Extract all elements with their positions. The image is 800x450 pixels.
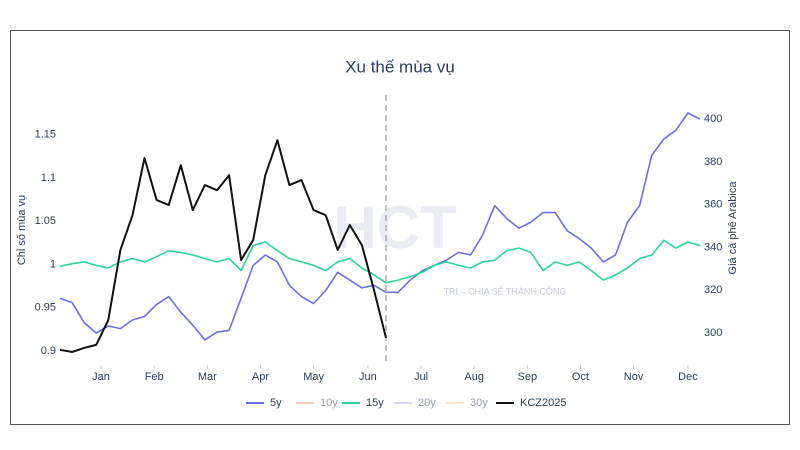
- legend-label: 10y: [320, 397, 338, 409]
- legend-label: 30y: [470, 397, 488, 409]
- y2-tick-label: 340: [704, 241, 722, 253]
- x-tick-label: Jun: [359, 371, 377, 383]
- series-line: [59, 112, 701, 341]
- legend-label: 15y: [366, 397, 384, 409]
- legend-label: 20y: [418, 397, 436, 409]
- y2-axis-label: Giá cà phê Arabica: [727, 181, 739, 275]
- chart-title: Xu thế mùa vụ: [345, 57, 455, 76]
- y-tick-label: 0.95: [35, 302, 56, 314]
- y2-tick-label: 380: [704, 156, 722, 168]
- x-tick-label: May: [303, 371, 324, 383]
- series-line: [59, 239, 701, 284]
- x-tick-label: Feb: [145, 371, 164, 383]
- x-tick-label: Dec: [678, 371, 698, 383]
- y2-tick-label: 360: [704, 199, 722, 211]
- x-tick-label: Jan: [92, 371, 110, 383]
- series-line: [59, 139, 387, 353]
- x-tick-label: Apr: [252, 371, 269, 383]
- x-tick-label: Oct: [572, 371, 589, 383]
- y2-tick-label: 400: [704, 113, 722, 125]
- x-tick-label: Aug: [464, 371, 484, 383]
- watermark-logo: HCT: [333, 194, 456, 261]
- y-tick-label: 1: [50, 258, 56, 270]
- x-tick-label: Sep: [518, 371, 538, 383]
- frame: [10, 30, 790, 425]
- x-tick-label: Nov: [624, 371, 644, 383]
- x-tick-label: Jul: [414, 371, 428, 383]
- y-tick-label: 1.15: [35, 129, 56, 141]
- y2-tick-label: 320: [704, 284, 722, 296]
- legend-label: 5y: [270, 397, 282, 409]
- y-axis-label: Chỉ số mùa vụ: [16, 195, 28, 265]
- y-tick-label: 0.9: [41, 345, 56, 357]
- y2-tick-label: 300: [704, 327, 722, 339]
- legend-label: KCZ2025: [520, 397, 566, 409]
- y-tick-label: 1.05: [35, 215, 56, 227]
- x-tick-label: Mar: [198, 371, 217, 383]
- watermark-tagline: TRI – CHIA SẺ THÀNH CÔNG: [444, 285, 567, 296]
- y-tick-label: 1.1: [41, 172, 56, 184]
